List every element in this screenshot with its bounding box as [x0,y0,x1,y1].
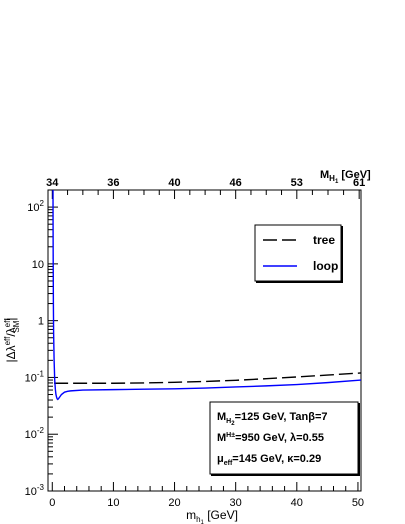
x-tick-label: 10 [107,497,119,509]
legend-label: tree [313,233,335,247]
y-tick-label: 10-1 [25,369,45,384]
y-tick-label: 1 [38,316,44,328]
annotation-box [209,401,359,475]
annotation-shadow [358,403,360,476]
legend-shadow [256,281,342,283]
top-tick-label: 53 [291,177,303,189]
top-tick-label: 34 [46,177,59,189]
x-axis-title: mh1 [GeV] [186,508,238,524]
legend-shadow [341,226,343,283]
top-tick-label: 46 [230,177,242,189]
series-line-loop [52,190,361,401]
top-tick-label: 40 [168,177,180,189]
annotation-line: MH2=125 GeV, Tanβ=7 [217,411,328,427]
top-tick-label: 61 [353,177,365,189]
x-tick-label: 30 [230,497,242,509]
y-tick-label: 10-2 [25,426,45,441]
x-tick-label: 20 [168,497,180,509]
x-tick-label: 0 [49,497,55,509]
x-tick-label: 40 [291,497,303,509]
x-tick-label: 50 [352,497,364,509]
annotation-line: MH±=950 GeV, λ=0.55 [217,432,324,444]
y-tick-label: 10-3 [25,483,45,498]
annotation-shadow [211,474,359,476]
y-tick-label: 102 [27,199,44,214]
top-tick-label: 36 [107,177,119,189]
legend-box [254,224,342,282]
y-tick-label: 10 [32,259,44,271]
legend-label: loop [313,259,338,273]
annotation-line: μeff=145 GeV, κ=0.29 [217,453,321,467]
top-axis-title: MH1 [GeV] [320,169,371,185]
plot-frame [47,189,362,492]
series-line-tree [54,372,361,384]
y-axis-title: |Δλeff/λeffSM| [3,317,21,362]
